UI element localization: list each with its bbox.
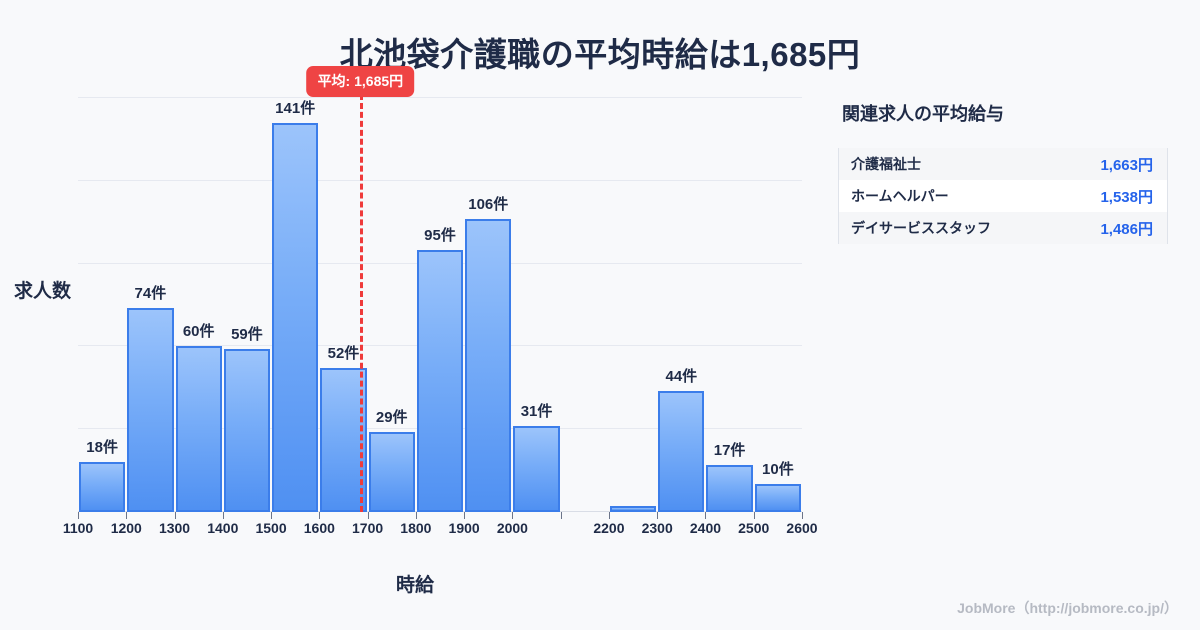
x-axis-tick-label: 1400 (207, 520, 239, 536)
x-axis-tick-label: 2400 (689, 520, 722, 536)
bar-value-label: 52件 (327, 345, 360, 363)
average-indicator-line (360, 94, 364, 512)
bar-value-label: 31件 (520, 403, 553, 421)
x-axis-tick (608, 512, 610, 519)
job-title-cell: 介護福祉士 (851, 156, 921, 172)
x-axis-tick (560, 512, 562, 519)
x-axis-tick (705, 512, 707, 519)
x-axis-tick (319, 512, 321, 519)
x-axis-tick-label: 1500 (255, 520, 287, 536)
job-title-cell: ホームヘルパー (851, 188, 949, 204)
x-axis-tick (753, 512, 755, 519)
x-axis-tick-label: 2200 (593, 520, 625, 536)
y-axis-label: 求人数 (14, 281, 72, 302)
bar (320, 368, 367, 512)
bar-value-label: 95件 (424, 226, 456, 244)
page-title: 北池袋介護職の平均時給は1,685円 (339, 36, 861, 73)
bar (223, 349, 271, 512)
job-title-cell: デイサービススタッフ (851, 220, 991, 236)
x-axis-tick (78, 512, 79, 519)
x-axis-tick-label: 2600 (786, 520, 818, 536)
table-row: デイサービススタッフ 1,486円 (839, 212, 1167, 244)
x-axis-tick-label: 1100 (62, 520, 94, 536)
x-axis-tick (367, 512, 369, 519)
x-axis-tick-label: 1800 (400, 520, 432, 536)
x-axis-tick-label: 2000 (496, 520, 528, 536)
bar (706, 465, 753, 512)
bar (513, 426, 560, 512)
average-wage-cell: 1,486円 (1100, 220, 1153, 238)
related-salary-table: 介護福祉士 1,663円ホームヘルパー 1,538円デイサービススタッフ 1,486円 (838, 148, 1168, 244)
bar-value-label: 29件 (375, 408, 408, 426)
bar (416, 249, 464, 512)
x-axis-tick (126, 512, 128, 519)
bar (272, 122, 319, 512)
x-axis-tick (271, 512, 273, 519)
average-wage-cell: 1,663円 (1100, 156, 1153, 174)
x-axis-tick-label: 2500 (738, 520, 770, 536)
x-axis-tick-label: 1900 (448, 520, 480, 536)
bar (658, 390, 705, 512)
bar (368, 431, 415, 512)
bar-value-label: 59件 (231, 326, 263, 344)
x-axis-tick (802, 512, 803, 519)
x-axis-tick (512, 512, 514, 519)
gridline (78, 179, 802, 181)
bar (754, 484, 801, 512)
bar (175, 346, 222, 512)
x-axis-tick (174, 512, 176, 519)
bar-value-label: 17件 (713, 442, 746, 460)
x-axis-tick-label: 1300 (158, 520, 191, 536)
bar (79, 462, 126, 512)
histogram-chart: 求人数 時給 18件 74件 60件 59件 141件 52件 29件 95件 106件 31件 4… (14, 66, 818, 596)
watermark-footer: JobMore（http://jobmore.co.jp/） (957, 600, 1178, 616)
bar-value-label: 74件 (134, 284, 167, 302)
x-axis-tick-label: 1700 (352, 520, 384, 536)
plot-area: 18件 74件 60件 59件 141件 52件 29件 95件 106件 31件 44件 17件 10… (63, 66, 818, 536)
table-row: 介護福祉士 1,663円 (839, 148, 1167, 180)
gridline (78, 97, 802, 98)
x-axis-tick (464, 512, 466, 519)
x-axis-label: 時給 (395, 575, 434, 596)
x-axis-tick (222, 512, 224, 519)
related-salary-panel: 関連求人の平均給与 介護福祉士 1,663円ホームヘルパー 1,538円デイサービス… (838, 100, 1168, 244)
bar-value-label: 106件 (468, 196, 509, 214)
average-badge: 平均: 1,685円 (306, 66, 415, 97)
x-axis-tick-label: 1600 (303, 520, 335, 536)
bar-value-label: 18件 (86, 439, 118, 457)
average-wage-cell: 1,538円 (1100, 188, 1153, 206)
x-axis-tick-label: 1200 (110, 520, 142, 536)
bar (127, 307, 174, 512)
bar (465, 219, 512, 512)
x-axis-tick-label: 2300 (641, 520, 673, 536)
bar (609, 506, 657, 512)
x-axis-tick (657, 512, 659, 519)
table-row: ホームヘルパー 1,538円 (839, 180, 1167, 212)
bar-value-label: 60件 (182, 323, 215, 341)
bar-value-label: 44件 (665, 367, 698, 385)
x-axis-tick (415, 512, 417, 519)
bar-value-label: 141件 (275, 99, 316, 117)
bar-value-label: 10件 (762, 461, 794, 479)
panel-title: 関連求人の平均給与 (842, 104, 1004, 124)
